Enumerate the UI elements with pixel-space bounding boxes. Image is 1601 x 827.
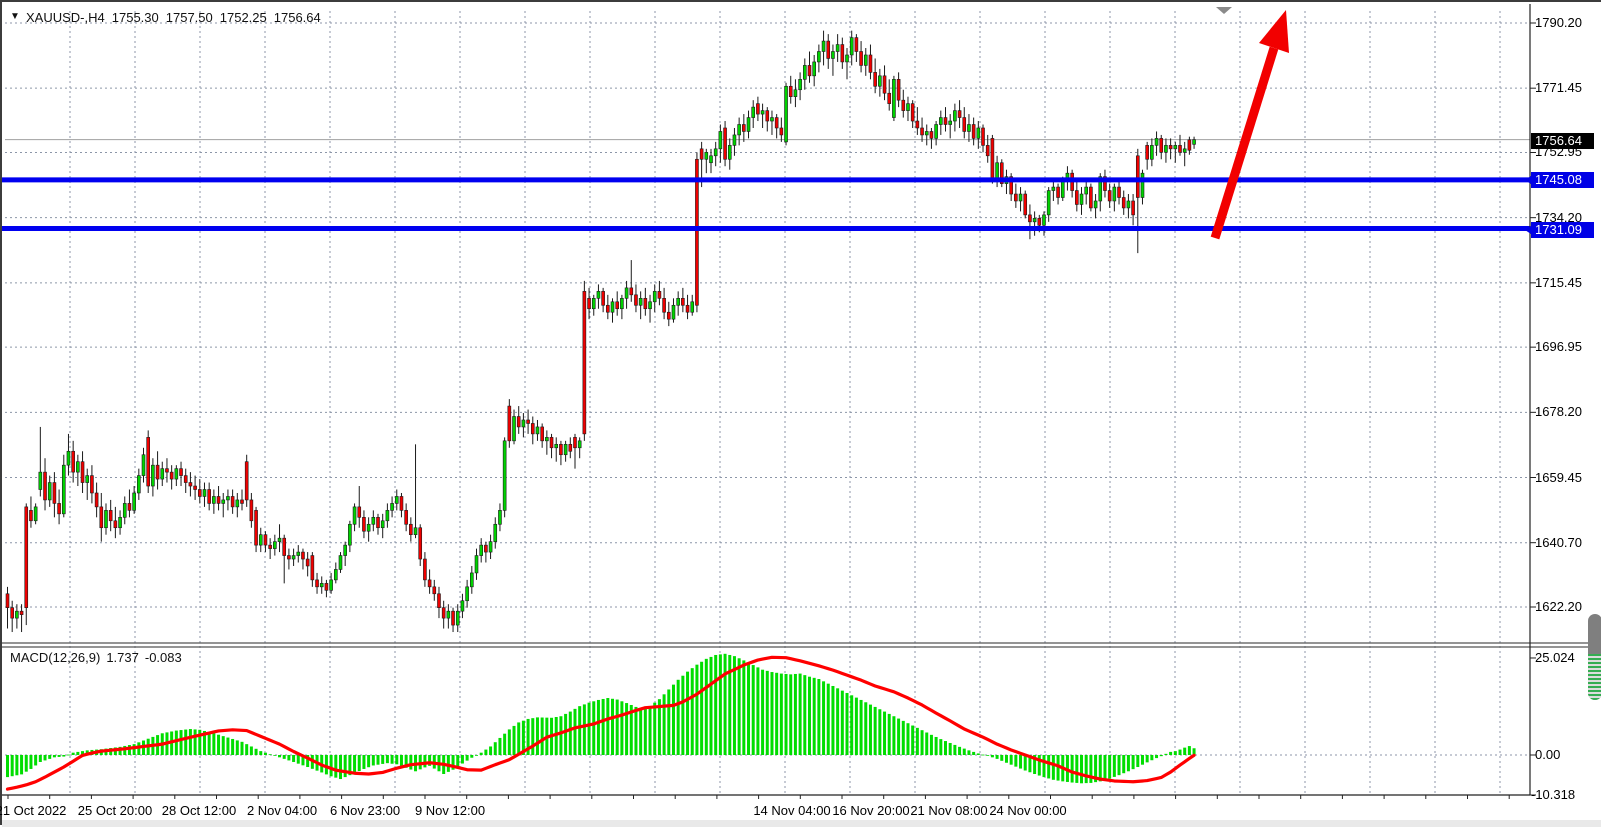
ohlc-close: 1756.64 (273, 10, 321, 25)
symbol-label: XAUUSD-,H4 (26, 10, 105, 25)
macd-indicator-label: MACD(12,26,9) 1.737 -0.083 (10, 650, 188, 665)
macd-name: MACD(12,26,9) (10, 650, 101, 665)
price-axis-label: 1715.45 (1535, 274, 1582, 290)
time-axis-label: 21 Oct 2022 (0, 803, 67, 818)
axis-ticks (7, 22, 1536, 799)
symbol-dropdown-icon[interactable]: ▼ (10, 11, 20, 22)
level-tag-text: 1745.08 (1535, 172, 1582, 187)
ohlc-low: 1752.25 (219, 10, 267, 25)
macd-signal-line (5, 655, 1196, 791)
tag-notch-icon (1525, 226, 1531, 234)
object-anchor-triangle-icon[interactable] (1216, 7, 1232, 14)
candles-layer[interactable] (5, 30, 1196, 633)
price-axis-label: 1659.45 (1535, 469, 1582, 485)
tag-notch-icon (1525, 176, 1531, 184)
time-axis-label: 2 Nov 04:00 (246, 803, 318, 818)
level-price-tag-1731: 1731.09 (1525, 222, 1594, 238)
support-level-lines[interactable] (2, 177, 1530, 231)
macd-axis-label: 25.024 (1535, 649, 1575, 665)
scrollbar-thumb[interactable] (1588, 614, 1601, 700)
macd-axis-label: 0.00 (1535, 747, 1561, 762)
price-axis-label: 1734.20 (1535, 209, 1582, 225)
time-axis-label: 14 Nov 04:00 (753, 803, 831, 818)
scrollbar-stripes-icon (1588, 654, 1601, 700)
price-axis-label: 1771.45 (1535, 80, 1582, 96)
price-axis-label: 1640.70 (1535, 534, 1582, 550)
price-axis-label: 1622.20 (1535, 599, 1582, 614)
macd-value-signal: -0.083 (144, 650, 182, 665)
ohlc-high: 1757.50 (165, 10, 213, 25)
price-axis-label: 1678.20 (1535, 404, 1582, 420)
time-axis-label: 28 Oct 12:00 (161, 803, 237, 818)
time-axis-label: 24 Nov 00:00 (989, 803, 1067, 818)
time-axis-label: 9 Nov 12:00 (414, 803, 486, 818)
time-axis-label: 6 Nov 23:00 (329, 803, 401, 818)
macd-histogram (6, 653, 1196, 784)
ohlc-open: 1755.30 (111, 10, 159, 25)
grid-layer (5, 11, 1530, 795)
price-axis-label: 1696.95 (1535, 339, 1582, 355)
level-tag-text: 1731.09 (1535, 222, 1582, 237)
current-price-tag: 1756.64 (1531, 133, 1594, 149)
trend-arrow[interactable] (1210, 10, 1289, 240)
level-price-tag-1745: 1745.08 (1525, 172, 1594, 188)
price-axis-label: 1790.20 (1535, 15, 1582, 30)
chart-title: XAUUSD-,H4 1755.30 1757.50 1752.25 1756.64 (26, 10, 328, 25)
macd-axis-label: -10.318 (1531, 787, 1576, 802)
macd-value-main: 1.737 (106, 650, 139, 665)
time-axis-label: 16 Nov 20:00 (832, 803, 910, 818)
bottom-strip (2, 820, 1601, 827)
time-axis-label: 25 Oct 20:00 (77, 803, 153, 818)
time-axis-label: 21 Nov 08:00 (910, 803, 988, 818)
